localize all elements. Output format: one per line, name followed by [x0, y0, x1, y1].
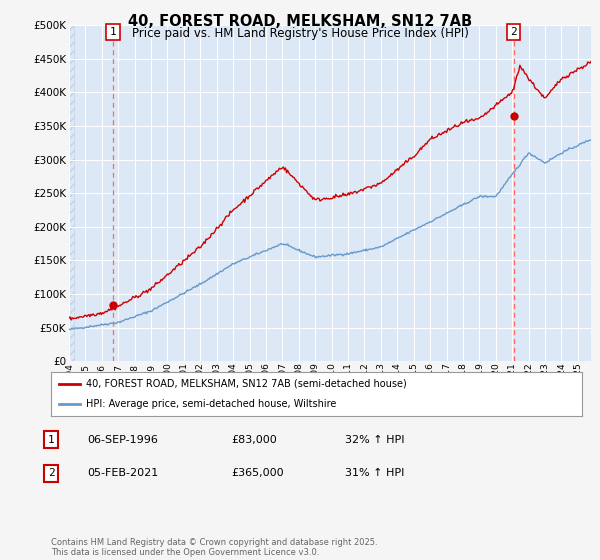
Text: 32% ↑ HPI: 32% ↑ HPI — [345, 435, 404, 445]
Text: £365,000: £365,000 — [231, 468, 284, 478]
Text: 1: 1 — [110, 27, 116, 37]
Text: 1: 1 — [47, 435, 55, 445]
Text: 40, FOREST ROAD, MELKSHAM, SN12 7AB (semi-detached house): 40, FOREST ROAD, MELKSHAM, SN12 7AB (sem… — [86, 379, 406, 389]
Text: 2: 2 — [511, 27, 517, 37]
Text: £83,000: £83,000 — [231, 435, 277, 445]
Text: 31% ↑ HPI: 31% ↑ HPI — [345, 468, 404, 478]
Text: 05-FEB-2021: 05-FEB-2021 — [87, 468, 158, 478]
Text: 40, FOREST ROAD, MELKSHAM, SN12 7AB: 40, FOREST ROAD, MELKSHAM, SN12 7AB — [128, 14, 472, 29]
Text: Price paid vs. HM Land Registry's House Price Index (HPI): Price paid vs. HM Land Registry's House … — [131, 27, 469, 40]
Text: HPI: Average price, semi-detached house, Wiltshire: HPI: Average price, semi-detached house,… — [86, 399, 336, 409]
Text: Contains HM Land Registry data © Crown copyright and database right 2025.
This d: Contains HM Land Registry data © Crown c… — [51, 538, 377, 557]
Text: 06-SEP-1996: 06-SEP-1996 — [87, 435, 158, 445]
Text: 2: 2 — [47, 468, 55, 478]
